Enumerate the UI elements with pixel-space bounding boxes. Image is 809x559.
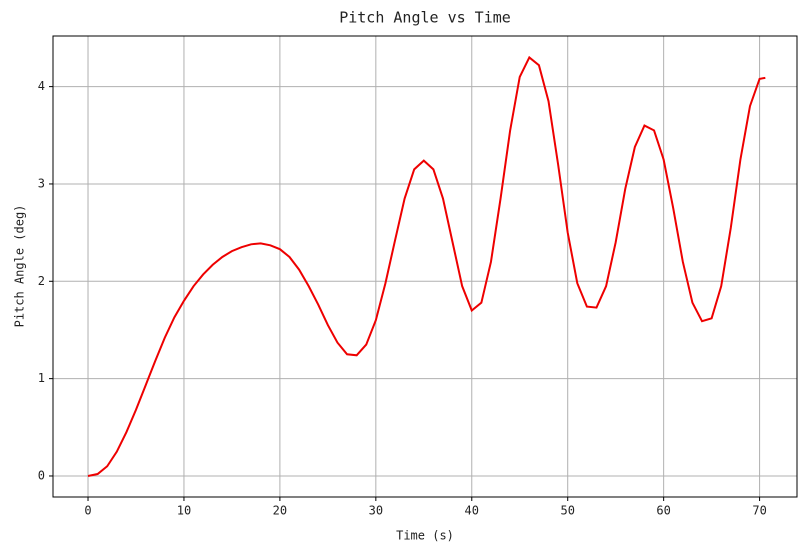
y-axis-label: Pitch Angle (deg) [13, 205, 27, 328]
x-tick-label: 30 [369, 504, 383, 518]
x-tick-label: 40 [465, 504, 479, 518]
y-tick-label: 4 [38, 79, 45, 93]
y-tick-label: 0 [38, 468, 45, 482]
x-tick-label: 10 [177, 504, 191, 518]
y-tick-label: 1 [38, 371, 45, 385]
x-tick-label: 70 [752, 504, 766, 518]
x-tick-label: 0 [84, 504, 91, 518]
y-tick-label: 2 [38, 274, 45, 288]
x-axis-label: Time (s) [396, 529, 454, 543]
chart-title: Pitch Angle vs Time [339, 9, 511, 27]
y-tick-label: 3 [38, 176, 45, 190]
data-line [87, 55, 766, 477]
x-tick-label: 20 [273, 504, 287, 518]
x-tick-label: 50 [560, 504, 574, 518]
plot-frame [52, 35, 798, 498]
x-tick-label: 60 [656, 504, 670, 518]
